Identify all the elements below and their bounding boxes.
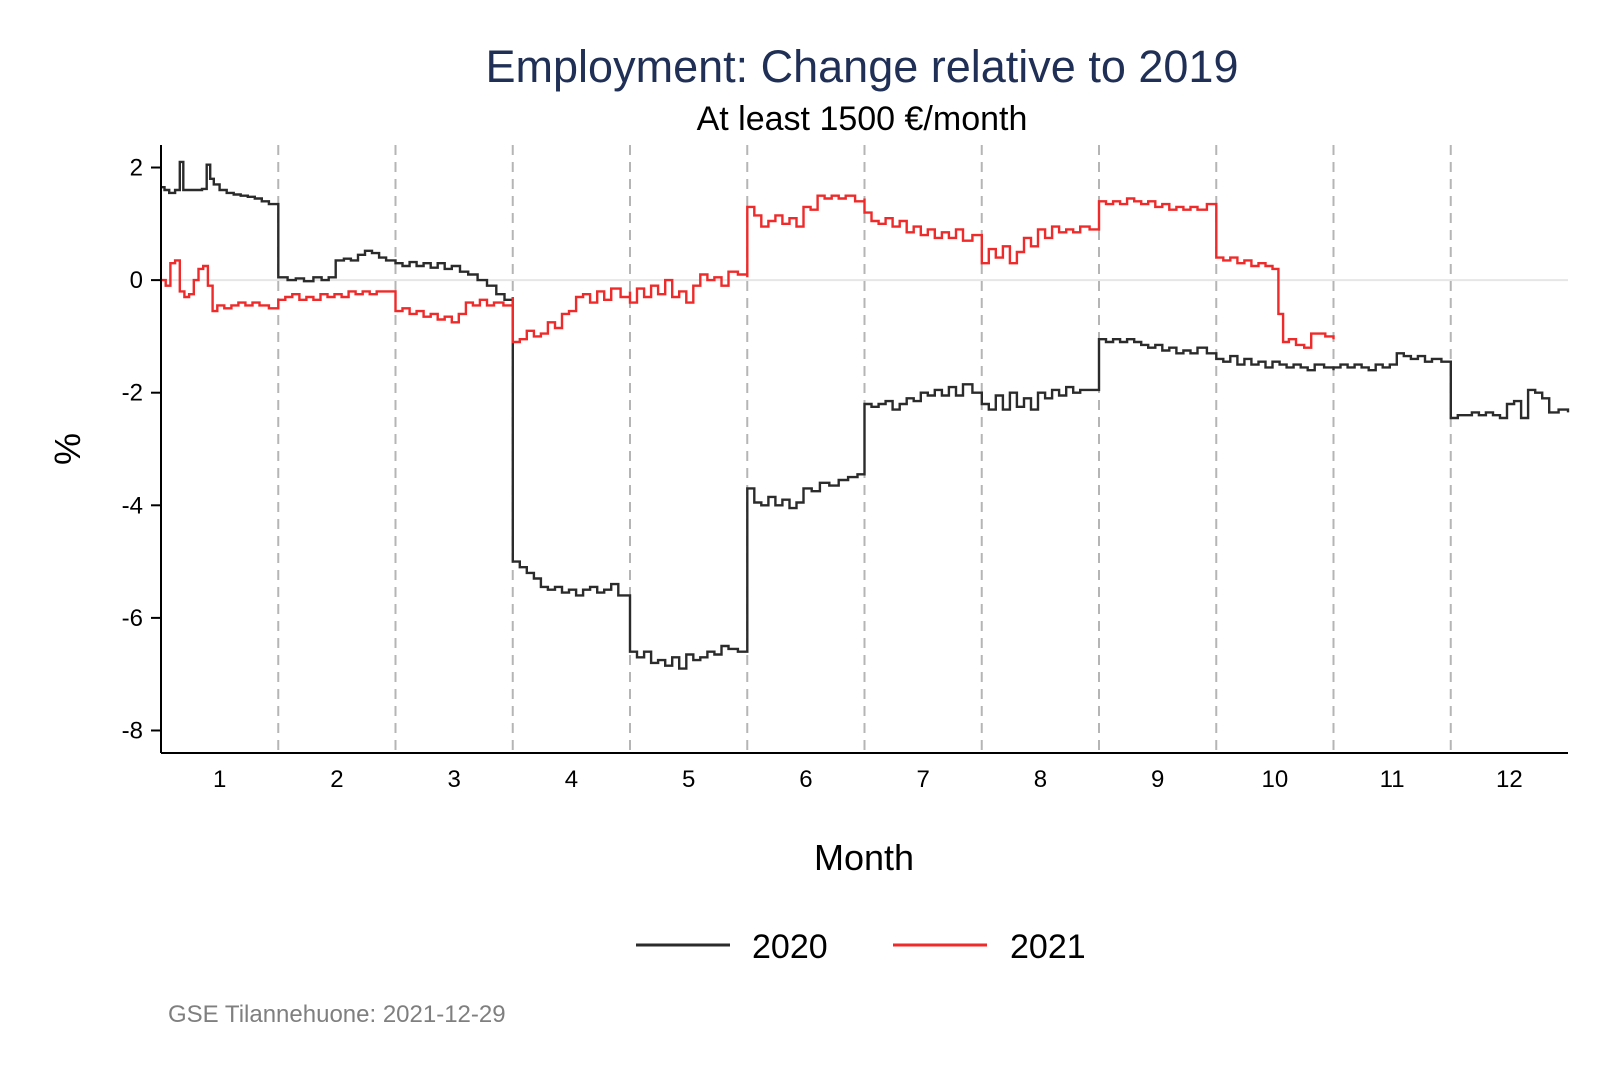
x-tick-label: 12 [1496,766,1523,793]
x-tick-label: 7 [916,766,929,793]
x-tick-label: 6 [799,766,812,793]
chart-subtitle: At least 1500 €/month [697,100,1028,138]
series-layer [161,160,1570,670]
x-axis-title: Month [814,837,914,878]
legend-label-2020: 2020 [752,928,828,966]
x-tick-label: 10 [1262,766,1289,793]
chart-title: Employment: Change relative to 2019 [486,41,1239,92]
y-axis-title: % [47,433,88,465]
y-tick-label: -8 [122,717,143,744]
series-line-2021 [161,194,1335,349]
x-tick-label: 11 [1380,766,1405,793]
y-tick-label: -2 [122,380,143,407]
x-tick-label: 5 [682,766,695,793]
y-tick-label: 0 [130,267,143,294]
x-tick-label: 4 [565,766,578,793]
x-tick-label: 1 [213,766,226,793]
y-axis-ticks: 2 0 -2 -4 -6 -8 [122,155,161,744]
series-line-2020 [161,160,1570,670]
x-tick-label: 8 [1034,766,1047,793]
x-tick-label: 2 [330,766,343,793]
source-note: GSE Tilannehuone: 2021-12-29 [168,1001,506,1028]
x-tick-label: 3 [447,766,460,793]
x-tick-label: 9 [1151,766,1164,793]
legend: 2020 2021 [636,928,1086,966]
x-axis-ticks: 1 2 3 4 5 6 7 8 9 10 11 12 [213,766,1523,793]
y-tick-label: -4 [122,492,143,519]
y-tick-label: 2 [130,155,143,182]
y-tick-label: -6 [122,605,143,632]
legend-label-2021: 2021 [1010,928,1086,966]
gridlines [161,145,1568,753]
